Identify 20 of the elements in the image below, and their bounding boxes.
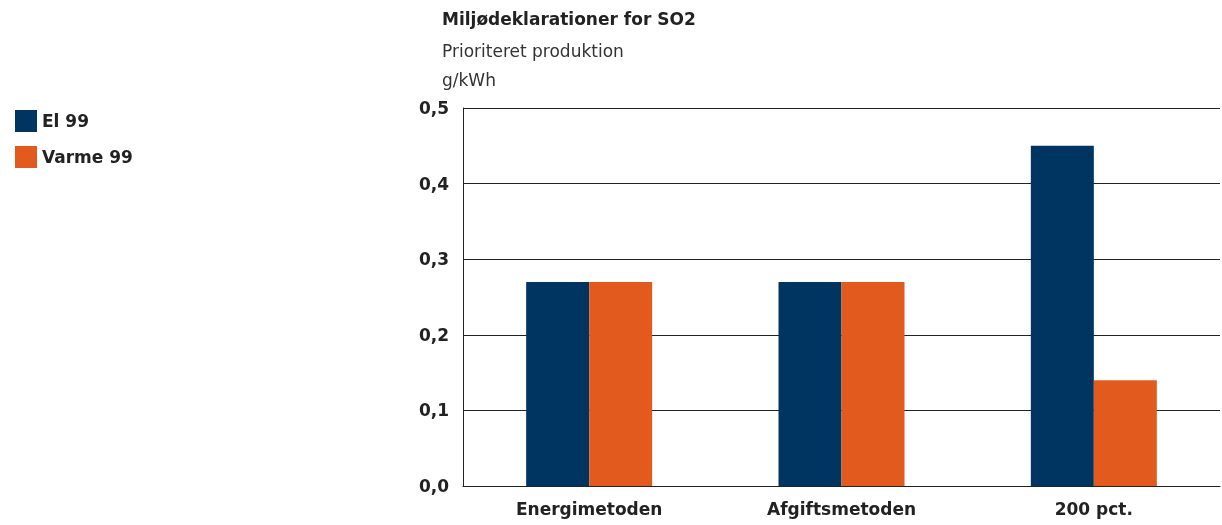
chart-subtitle: Prioriteret produktion [442, 40, 624, 61]
x-tick-label: Energimetoden [515, 498, 663, 519]
bar [841, 281, 905, 486]
y-tick-label: 0,3 [418, 249, 449, 270]
x-tick-label: 200 pct. [1054, 498, 1133, 519]
y-axis-title: g/kWh [442, 69, 496, 90]
bar [778, 281, 842, 486]
chart-title: Miljødeklarationer for SO2 [442, 8, 696, 29]
x-tick-label: Afgiftsmetoden [766, 498, 917, 519]
legend-label: El 99 [42, 111, 90, 131]
bar [1030, 145, 1094, 486]
bar [589, 281, 653, 486]
y-tick-label: 0,5 [418, 98, 449, 118]
y-tick-label: 0,1 [418, 400, 449, 421]
y-tick-label: 0,0 [418, 476, 450, 496]
legend-label: Varme 99 [42, 147, 133, 167]
bar [1093, 380, 1157, 486]
y-tick-label: 0,4 [418, 173, 450, 194]
bar [526, 281, 590, 486]
y-tick-label: 0,2 [418, 324, 449, 345]
